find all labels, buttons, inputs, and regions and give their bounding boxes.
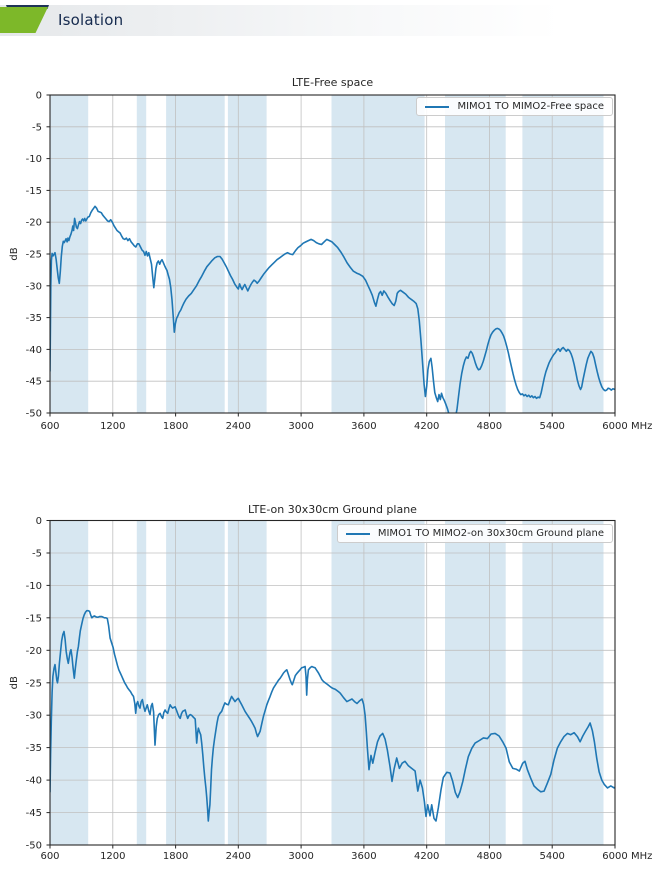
trace-line bbox=[50, 205, 615, 413]
x-tick-label: 3600 bbox=[351, 851, 376, 862]
y-axis-label: dB bbox=[9, 247, 20, 260]
chart1-legend: MIMO1 TO MIMO2-Free space bbox=[416, 97, 613, 116]
trace-line bbox=[50, 609, 615, 822]
legend-line-sample bbox=[345, 532, 370, 535]
y-tick-label: -45 bbox=[26, 377, 42, 388]
chart-ground-plane: LTE-on 30x30cm Ground plane 600 1200 1800 2… bbox=[0, 485, 660, 870]
y-tick-label: -45 bbox=[26, 808, 42, 819]
x-tick-label: 3000 bbox=[288, 421, 313, 432]
axis-ticks bbox=[46, 94, 616, 417]
x-tick-label: 600 bbox=[40, 851, 59, 862]
x-tick-label: 5400 bbox=[539, 421, 564, 432]
section-header: Isolation bbox=[0, 5, 660, 36]
axis-labels: 600 1200 1800 2400 3000 3600 4200 4800 5400 6000 M… bbox=[9, 516, 652, 862]
chart1-title: LTE-Free space bbox=[291, 76, 374, 89]
x-tick-label: 2400 bbox=[226, 421, 251, 432]
y-tick-label: 0 bbox=[36, 516, 42, 527]
x-tick-label: 6000 bbox=[602, 421, 627, 432]
y-tick-label: -25 bbox=[26, 250, 42, 261]
x-tick-label: 6000 bbox=[602, 851, 627, 862]
chart2-legend-label: MIMO1 TO MIMO2-on 30x30cm Ground plane bbox=[377, 528, 604, 539]
x-tick-label: 1800 bbox=[163, 421, 188, 432]
y-tick-label: -15 bbox=[26, 613, 42, 624]
y-tick-label: 0 bbox=[36, 91, 42, 102]
x-tick-label: 3600 bbox=[351, 421, 376, 432]
x-tick-label: 4200 bbox=[414, 421, 439, 432]
y-tick-label: -35 bbox=[26, 313, 42, 324]
y-axis-label: dB bbox=[9, 676, 20, 689]
y-tick-label: -15 bbox=[26, 186, 42, 197]
y-tick-label: -20 bbox=[26, 218, 42, 229]
y-tick-label: -35 bbox=[26, 743, 42, 754]
axis-labels: 600 1200 1800 2400 3000 3600 4200 4800 5400 6000 M… bbox=[9, 91, 652, 433]
legend-line-sample bbox=[425, 105, 450, 108]
y-tick-label: -30 bbox=[26, 711, 42, 722]
page-title: Isolation bbox=[58, 11, 124, 29]
x-tick-label: 600 bbox=[40, 421, 59, 432]
x-tick-label: 4800 bbox=[477, 851, 502, 862]
x-axis-unit: MHz bbox=[631, 851, 652, 862]
x-tick-label: 1200 bbox=[100, 421, 125, 432]
y-tick-label: -40 bbox=[26, 776, 42, 787]
x-tick-label: 4800 bbox=[477, 421, 502, 432]
y-tick-label: -10 bbox=[26, 581, 42, 592]
y-tick-label: -50 bbox=[26, 409, 42, 420]
x-tick-label: 3000 bbox=[288, 851, 313, 862]
chart2-canvas: 600 1200 1800 2400 3000 3600 4200 4800 5400 6000 M… bbox=[9, 516, 652, 862]
y-tick-label: -20 bbox=[26, 646, 42, 657]
chart2-title: LTE-on 30x30cm Ground plane bbox=[248, 503, 417, 516]
x-tick-label: 5400 bbox=[539, 851, 564, 862]
chart-free-space: LTE-Free space 600 1200 1800 2400 3000 3600 42… bbox=[0, 60, 660, 440]
y-tick-label: -5 bbox=[32, 549, 42, 560]
chart1-canvas: 600 1200 1800 2400 3000 3600 4200 4800 5400 6000 M… bbox=[9, 91, 652, 433]
y-tick-label: -50 bbox=[26, 841, 42, 852]
chart2-legend: MIMO1 TO MIMO2-on 30x30cm Ground plane bbox=[336, 524, 613, 543]
y-tick-label: -30 bbox=[26, 281, 42, 292]
x-axis-unit: MHz bbox=[631, 421, 652, 432]
x-tick-label: 4200 bbox=[414, 851, 439, 862]
y-tick-label: -5 bbox=[32, 122, 42, 133]
x-tick-label: 1800 bbox=[163, 851, 188, 862]
y-tick-label: -40 bbox=[26, 345, 42, 356]
axis-ticks bbox=[46, 520, 616, 849]
y-tick-label: -25 bbox=[26, 678, 42, 689]
chart1-legend-label: MIMO1 TO MIMO2-Free space bbox=[457, 101, 604, 112]
y-tick-label: -10 bbox=[26, 154, 42, 165]
header-accent-shape bbox=[0, 5, 49, 33]
accent-green-parallelogram bbox=[0, 7, 48, 33]
x-tick-label: 1200 bbox=[100, 851, 125, 862]
x-tick-label: 2400 bbox=[226, 851, 251, 862]
